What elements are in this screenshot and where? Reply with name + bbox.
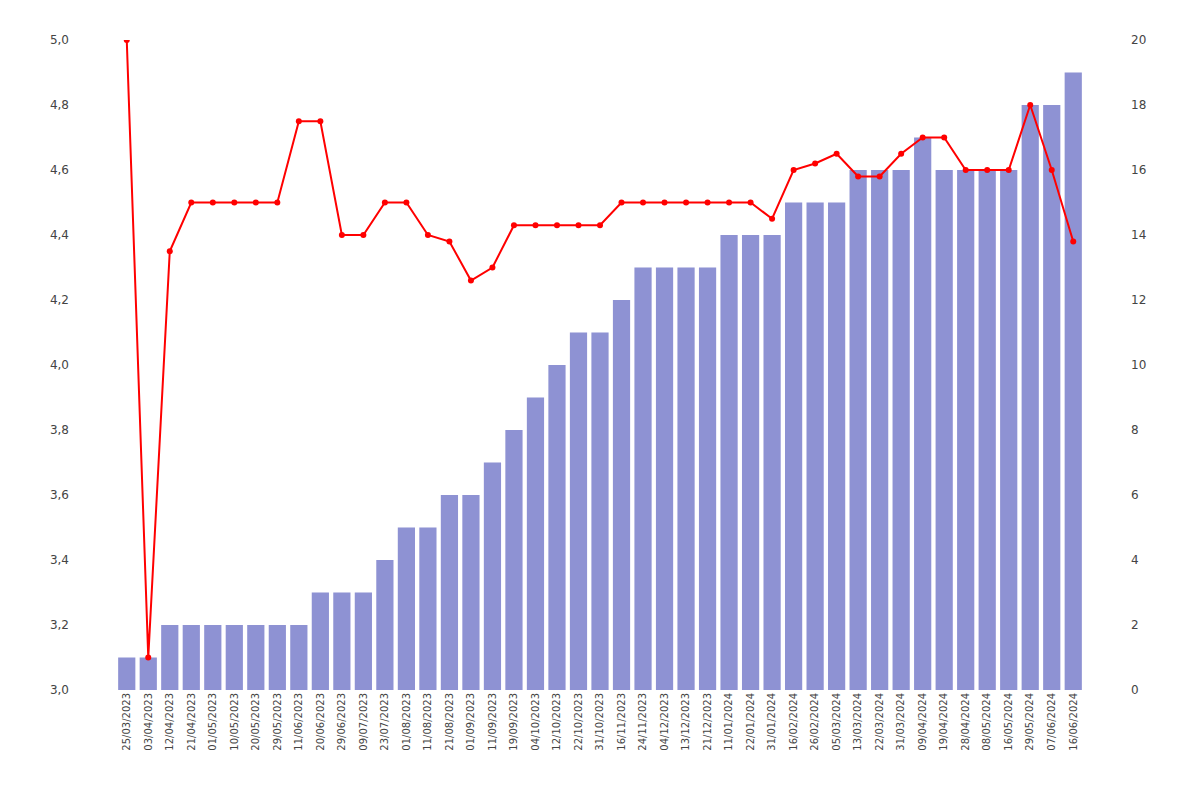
svg-text:11/08/2023: 11/08/2023	[422, 693, 433, 751]
svg-text:31/10/2023: 31/10/2023	[594, 693, 605, 751]
svg-text:3,6: 3,6	[50, 488, 69, 502]
svg-text:11/06/2023: 11/06/2023	[293, 693, 304, 751]
svg-text:13/12/2023: 13/12/2023	[680, 693, 691, 751]
svg-text:3,8: 3,8	[50, 423, 69, 437]
svg-text:11/09/2023: 11/09/2023	[487, 693, 498, 751]
svg-text:21/08/2023: 21/08/2023	[444, 693, 455, 751]
svg-text:12/10/2023: 12/10/2023	[551, 693, 562, 751]
svg-text:16/06/2024: 16/06/2024	[1068, 693, 1079, 751]
svg-text:3,2: 3,2	[50, 618, 69, 632]
svg-text:4,4: 4,4	[50, 228, 69, 242]
svg-text:31/03/2024: 31/03/2024	[895, 693, 906, 751]
svg-text:19/04/2024: 19/04/2024	[938, 693, 949, 751]
svg-text:26/02/2024: 26/02/2024	[809, 693, 820, 751]
svg-text:10: 10	[1131, 358, 1146, 372]
svg-text:01/09/2023: 01/09/2023	[465, 693, 476, 751]
svg-text:4: 4	[1131, 553, 1139, 567]
svg-text:11/01/2024: 11/01/2024	[723, 693, 734, 751]
svg-text:14: 14	[1131, 228, 1146, 242]
svg-text:20/05/2023: 20/05/2023	[250, 693, 261, 751]
svg-text:16/05/2024: 16/05/2024	[1003, 693, 1014, 751]
svg-text:21/04/2023: 21/04/2023	[186, 693, 197, 751]
svg-text:04/10/2023: 04/10/2023	[530, 693, 541, 751]
svg-text:20: 20	[1131, 33, 1146, 47]
svg-text:6: 6	[1131, 488, 1139, 502]
svg-text:19/09/2023: 19/09/2023	[508, 693, 519, 751]
svg-text:22/03/2024: 22/03/2024	[874, 693, 885, 751]
svg-text:4,0: 4,0	[50, 358, 69, 372]
svg-text:01/05/2023: 01/05/2023	[207, 693, 218, 751]
svg-text:29/05/2023: 29/05/2023	[272, 693, 283, 751]
svg-text:29/06/2023: 29/06/2023	[336, 693, 347, 751]
svg-text:13/03/2024: 13/03/2024	[852, 693, 863, 751]
svg-text:07/06/2024: 07/06/2024	[1046, 693, 1057, 751]
svg-text:09/04/2024: 09/04/2024	[917, 693, 928, 751]
svg-text:3,0: 3,0	[50, 683, 69, 697]
svg-text:18: 18	[1131, 98, 1146, 112]
svg-text:23/07/2023: 23/07/2023	[379, 693, 390, 751]
svg-text:16/02/2024: 16/02/2024	[788, 693, 799, 751]
svg-text:09/07/2023: 09/07/2023	[358, 693, 369, 751]
svg-text:8: 8	[1131, 423, 1139, 437]
svg-text:0: 0	[1131, 683, 1139, 697]
svg-text:12: 12	[1131, 293, 1146, 307]
svg-text:10/05/2023: 10/05/2023	[229, 693, 240, 751]
svg-text:01/08/2023: 01/08/2023	[401, 693, 412, 751]
svg-text:05/03/2024: 05/03/2024	[831, 693, 842, 751]
svg-text:4,2: 4,2	[50, 293, 69, 307]
svg-text:04/12/2023: 04/12/2023	[659, 693, 670, 751]
svg-text:29/05/2024: 29/05/2024	[1024, 693, 1035, 751]
svg-text:21/12/2023: 21/12/2023	[702, 693, 713, 751]
svg-text:03/04/2023: 03/04/2023	[143, 693, 154, 751]
svg-text:12/04/2023: 12/04/2023	[164, 693, 175, 751]
svg-text:22/01/2024: 22/01/2024	[745, 693, 756, 751]
svg-text:28/04/2024: 28/04/2024	[960, 693, 971, 751]
svg-text:08/05/2024: 08/05/2024	[981, 693, 992, 751]
svg-text:25/03/2023: 25/03/2023	[121, 693, 132, 751]
svg-text:20/06/2023: 20/06/2023	[315, 693, 326, 751]
svg-text:2: 2	[1131, 618, 1139, 632]
svg-text:16/11/2023: 16/11/2023	[616, 693, 627, 751]
svg-text:5,0: 5,0	[50, 33, 69, 47]
svg-text:4,6: 4,6	[50, 163, 69, 177]
svg-text:4,8: 4,8	[50, 98, 69, 112]
svg-text:3,4: 3,4	[50, 553, 69, 567]
svg-text:31/01/2024: 31/01/2024	[766, 693, 777, 751]
svg-text:16: 16	[1131, 163, 1146, 177]
svg-text:24/11/2023: 24/11/2023	[637, 693, 648, 751]
svg-text:22/10/2023: 22/10/2023	[573, 693, 584, 751]
